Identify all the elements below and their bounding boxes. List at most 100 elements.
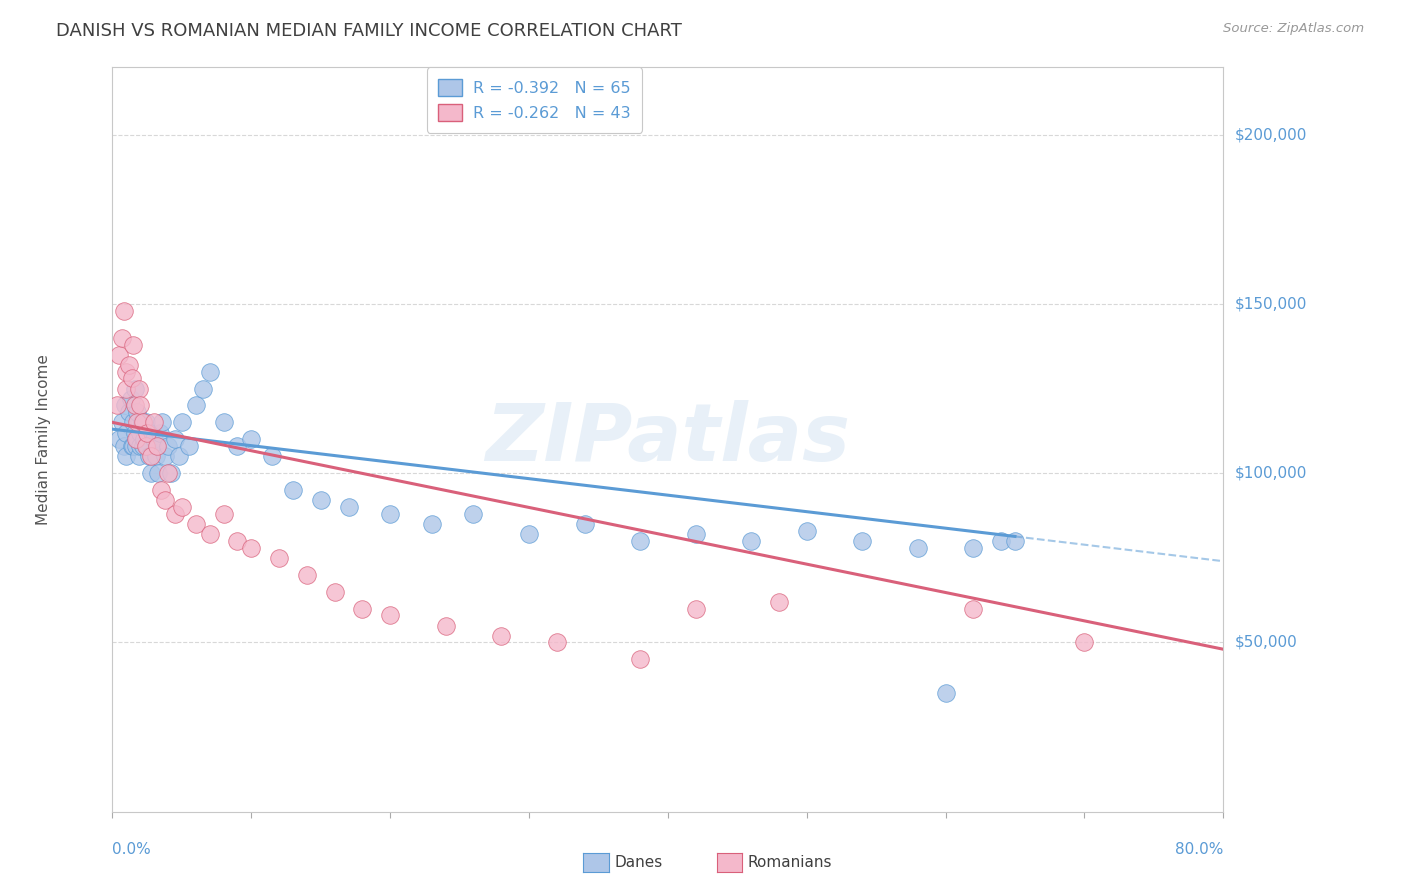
Point	[240, 433, 263, 447]
Point	[143, 433, 166, 447]
Point	[323, 584, 346, 599]
Text: $200,000: $200,000	[1234, 128, 1306, 142]
Point	[170, 500, 193, 514]
Point	[463, 507, 485, 521]
Point	[163, 507, 186, 521]
Point	[163, 433, 186, 447]
Point	[124, 382, 146, 396]
Point	[134, 433, 156, 447]
Point	[198, 527, 221, 541]
Point	[135, 439, 157, 453]
Point	[125, 433, 148, 447]
Text: $150,000: $150,000	[1234, 296, 1306, 311]
Point	[114, 399, 136, 413]
Point	[685, 601, 707, 615]
Point	[434, 618, 457, 632]
Point	[146, 439, 169, 453]
Point	[267, 550, 291, 565]
Point	[150, 483, 173, 497]
Point	[295, 567, 318, 582]
Point	[170, 416, 193, 430]
Point	[148, 466, 170, 480]
Point	[380, 608, 402, 623]
Point	[380, 507, 402, 521]
Point	[129, 439, 152, 453]
Point	[149, 425, 172, 440]
Text: 0.0%: 0.0%	[112, 842, 152, 857]
Point	[141, 449, 163, 463]
Point	[177, 439, 200, 453]
Point	[420, 516, 443, 531]
Point	[491, 629, 513, 643]
Point	[128, 449, 150, 463]
Point	[155, 493, 177, 508]
Point	[127, 433, 149, 447]
Point	[155, 449, 177, 463]
Point	[934, 686, 956, 700]
Point	[962, 541, 984, 555]
Point	[337, 500, 360, 514]
Point	[517, 527, 540, 541]
Point	[129, 425, 152, 440]
Point	[141, 466, 163, 480]
Point	[685, 527, 707, 541]
Point	[132, 439, 155, 453]
Point	[136, 439, 159, 453]
Point	[1073, 635, 1095, 649]
Point	[907, 541, 929, 555]
Text: Median Family Income: Median Family Income	[37, 354, 52, 524]
Point	[112, 439, 135, 453]
Point	[139, 425, 162, 440]
Point	[115, 365, 138, 379]
Point	[115, 382, 138, 396]
Point	[124, 399, 146, 413]
Point	[115, 449, 138, 463]
Point	[132, 416, 155, 430]
Point	[226, 439, 249, 453]
Point	[152, 416, 174, 430]
Point	[111, 416, 134, 430]
Point	[198, 365, 221, 379]
Point	[105, 399, 128, 413]
Point	[135, 416, 157, 430]
Point	[129, 399, 152, 413]
Point	[115, 425, 138, 440]
Point	[122, 439, 145, 453]
Point	[240, 541, 263, 555]
Point	[628, 652, 651, 666]
Point	[628, 533, 651, 548]
Point	[990, 533, 1012, 548]
Point	[352, 601, 374, 615]
Point	[167, 449, 190, 463]
Point	[108, 348, 131, 362]
Point	[157, 439, 180, 453]
Point	[111, 331, 134, 345]
Point	[851, 533, 873, 548]
Point	[159, 466, 181, 480]
Point	[136, 425, 159, 440]
Text: $50,000: $50,000	[1234, 635, 1298, 650]
Point	[157, 466, 180, 480]
Text: DANISH VS ROMANIAN MEDIAN FAMILY INCOME CORRELATION CHART: DANISH VS ROMANIAN MEDIAN FAMILY INCOME …	[56, 22, 682, 40]
Point	[212, 507, 235, 521]
Text: 80.0%: 80.0%	[1175, 842, 1223, 857]
Point	[124, 425, 146, 440]
Point	[118, 405, 141, 419]
Point	[128, 382, 150, 396]
Point	[740, 533, 762, 548]
Point	[108, 433, 131, 447]
Point	[146, 439, 169, 453]
Point	[112, 303, 135, 318]
Point	[125, 439, 148, 453]
Point	[184, 516, 207, 531]
Text: Danes: Danes	[614, 855, 662, 870]
Point	[962, 601, 984, 615]
Point	[212, 416, 235, 430]
Point	[143, 416, 166, 430]
Point	[546, 635, 568, 649]
Point	[796, 524, 818, 538]
Point	[226, 533, 249, 548]
Point	[127, 416, 149, 430]
Point	[262, 449, 284, 463]
Text: ZIPatlas: ZIPatlas	[485, 401, 851, 478]
